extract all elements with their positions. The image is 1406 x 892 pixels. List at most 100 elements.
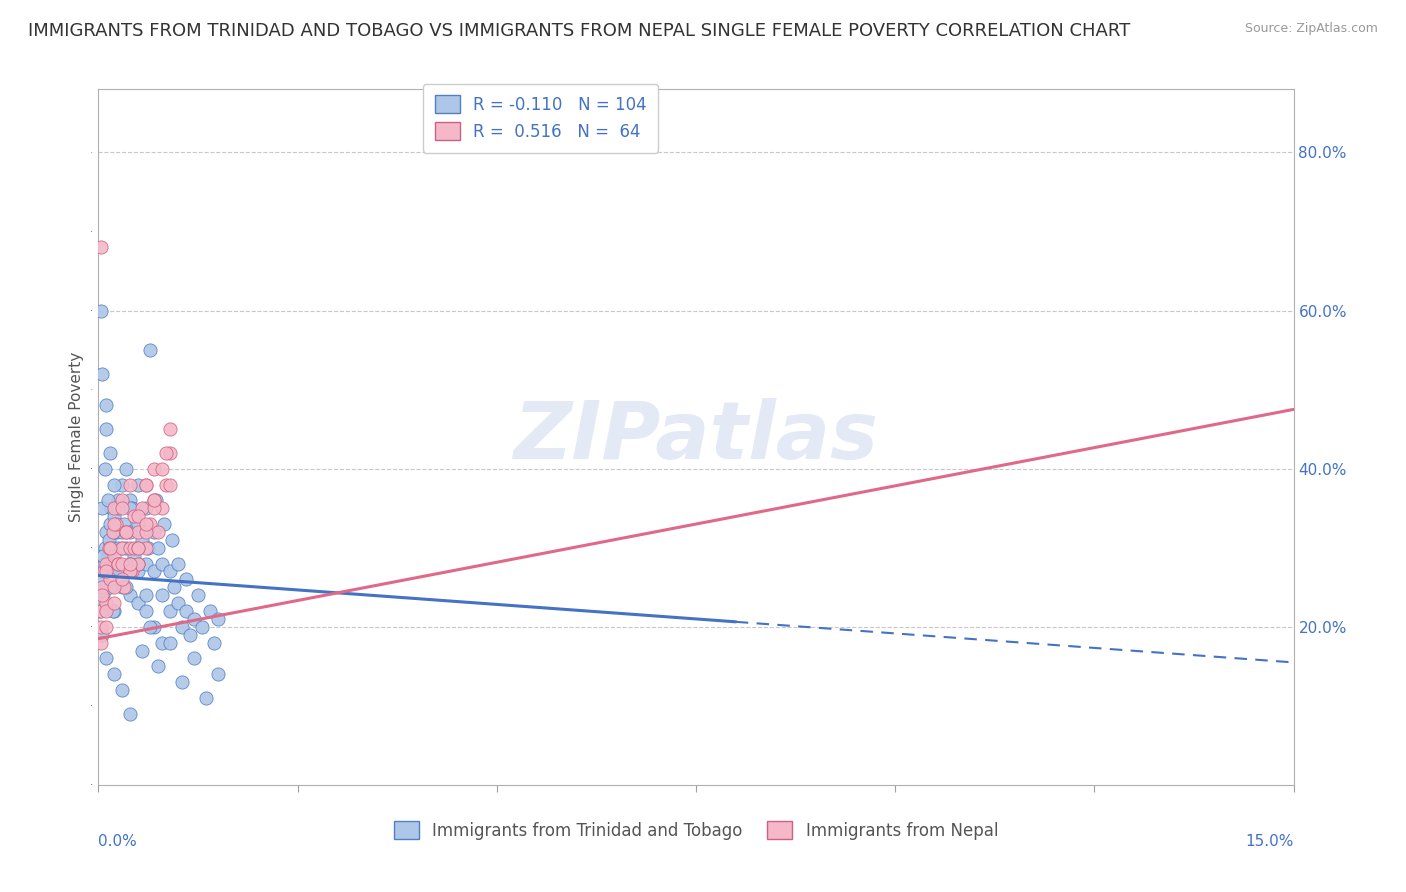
Point [163,580,186,594]
Point [148,659,170,673]
Text: ZIPatlas: ZIPatlas [513,398,879,476]
Point [98,580,122,594]
Point [98,541,122,555]
Text: Source: ZipAtlas.com: Source: ZipAtlas.com [1244,22,1378,36]
Point [135,557,157,571]
Point [127,509,149,524]
Point [135,604,157,618]
Point [103,509,125,524]
Point [90,620,112,634]
Point [159,446,181,460]
Point [91,367,114,381]
Point [111,524,134,539]
Text: 0.0%: 0.0% [98,834,138,848]
Point [139,620,162,634]
Point [97,493,120,508]
Point [202,635,225,649]
Point [115,524,138,539]
Point [91,573,114,587]
Y-axis label: Single Female Poverty: Single Female Poverty [69,352,84,522]
Point [127,596,149,610]
Point [143,493,166,508]
Point [135,516,157,531]
Point [120,541,142,555]
Point [97,533,120,547]
Point [94,461,117,475]
Point [91,628,114,642]
Point [143,493,166,508]
Point [96,565,118,579]
Point [172,620,194,634]
Point [90,303,112,318]
Point [115,461,138,475]
Point [195,690,218,705]
Point [120,565,142,579]
Point [90,501,112,516]
Point [90,240,112,254]
Point [111,580,134,594]
Point [96,557,118,571]
Point [124,509,146,524]
Point [120,557,142,571]
Point [124,549,146,563]
Point [120,557,142,571]
Point [107,541,129,555]
Point [97,549,120,563]
Point [139,343,162,357]
Point [135,588,157,602]
Point [103,524,125,539]
Point [111,493,134,508]
Point [111,573,134,587]
Point [104,557,127,571]
Point [98,516,122,531]
Point [98,557,122,571]
Point [152,516,174,531]
Point [91,580,114,594]
Point [120,493,142,508]
Point [145,493,167,508]
Point [96,651,118,665]
Point [111,557,134,571]
Point [96,399,118,413]
Point [98,573,122,587]
Point [143,620,166,634]
Point [96,604,118,618]
Point [103,667,125,681]
Point [127,477,149,491]
Point [90,635,112,649]
Point [115,541,138,555]
Point [115,524,138,539]
Point [155,477,177,491]
Point [107,557,129,571]
Point [107,501,129,516]
Point [91,549,114,563]
Point [103,516,125,531]
Point [103,580,125,594]
Point [103,565,125,579]
Point [150,461,173,475]
Point [179,628,201,642]
Text: 15.0%: 15.0% [1246,834,1294,848]
Point [131,501,153,516]
Point [89,604,111,618]
Point [111,541,134,555]
Point [127,541,149,555]
Point [96,422,118,436]
Point [135,501,157,516]
Point [183,651,205,665]
Point [143,501,166,516]
Point [90,565,112,579]
Point [120,557,142,571]
Point [97,541,120,555]
Point [150,501,173,516]
Point [131,533,153,547]
Point [120,588,142,602]
Point [96,596,118,610]
Point [101,524,124,539]
Point [121,565,143,579]
Point [167,596,190,610]
Point [91,588,114,602]
Point [198,604,221,618]
Point [174,604,197,618]
Point [103,477,125,491]
